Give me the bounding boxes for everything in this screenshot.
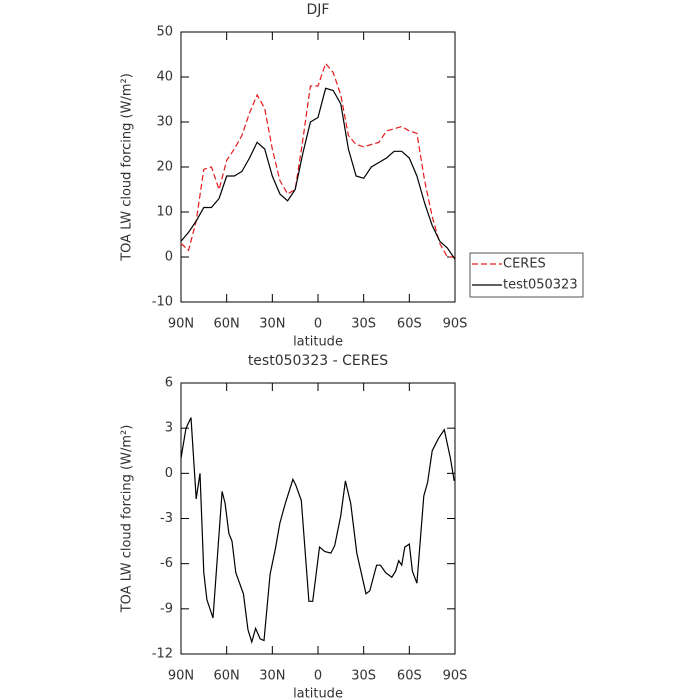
plot-frame xyxy=(180,31,456,303)
x-tick-label: 90N xyxy=(168,669,194,684)
y-tick-label: 6 xyxy=(165,376,173,391)
x-tick-label: 60S xyxy=(397,317,422,332)
data-line xyxy=(180,87,456,260)
x-axis-label: latitude xyxy=(293,687,343,700)
y-axis-label: TOA LW cloud forcing (W/m²) xyxy=(120,73,135,262)
x-tick-label: 60N xyxy=(214,669,240,684)
x-tick-label: 90N xyxy=(168,317,194,332)
y-tick-label: 30 xyxy=(156,115,173,130)
y-tick-label: 50 xyxy=(156,25,173,40)
legend-box xyxy=(469,252,584,298)
y-tick-label: -12 xyxy=(152,647,173,662)
x-tick-label: 30N xyxy=(259,317,285,332)
plot-frame xyxy=(180,382,456,655)
legend-label: CERES xyxy=(503,257,546,272)
x-tick-label: 30S xyxy=(351,317,376,332)
x-axis-label: latitude xyxy=(293,335,343,350)
y-tick-label: -10 xyxy=(152,295,173,310)
y-tick-label: 3 xyxy=(165,421,173,436)
x-tick-label: 0 xyxy=(314,669,322,684)
y-tick-label: 0 xyxy=(165,250,173,265)
x-tick-label: 30N xyxy=(259,669,285,684)
chart-title: DJF xyxy=(307,2,330,18)
data-line xyxy=(180,417,455,645)
y-axis-label: TOA LW cloud forcing (W/m²) xyxy=(120,425,135,614)
x-tick-label: 60S xyxy=(397,669,422,684)
y-tick-label: 10 xyxy=(156,205,173,220)
x-tick-label: 90S xyxy=(443,669,468,684)
y-tick-label: 20 xyxy=(156,160,173,175)
y-tick-label: 0 xyxy=(165,466,173,481)
x-tick-label: 30S xyxy=(351,669,376,684)
x-tick-label: 60N xyxy=(214,317,240,332)
data-line xyxy=(180,62,455,258)
x-tick-label: 0 xyxy=(314,317,322,332)
y-tick-label: -9 xyxy=(160,601,173,616)
chart-title: test050323 - CERES xyxy=(248,353,388,369)
x-tick-label: 90S xyxy=(443,317,468,332)
y-tick-label: -3 xyxy=(160,511,173,526)
legend-label: test050323 xyxy=(503,278,578,293)
y-tick-label: -6 xyxy=(160,556,173,571)
y-tick-label: 40 xyxy=(156,70,173,85)
